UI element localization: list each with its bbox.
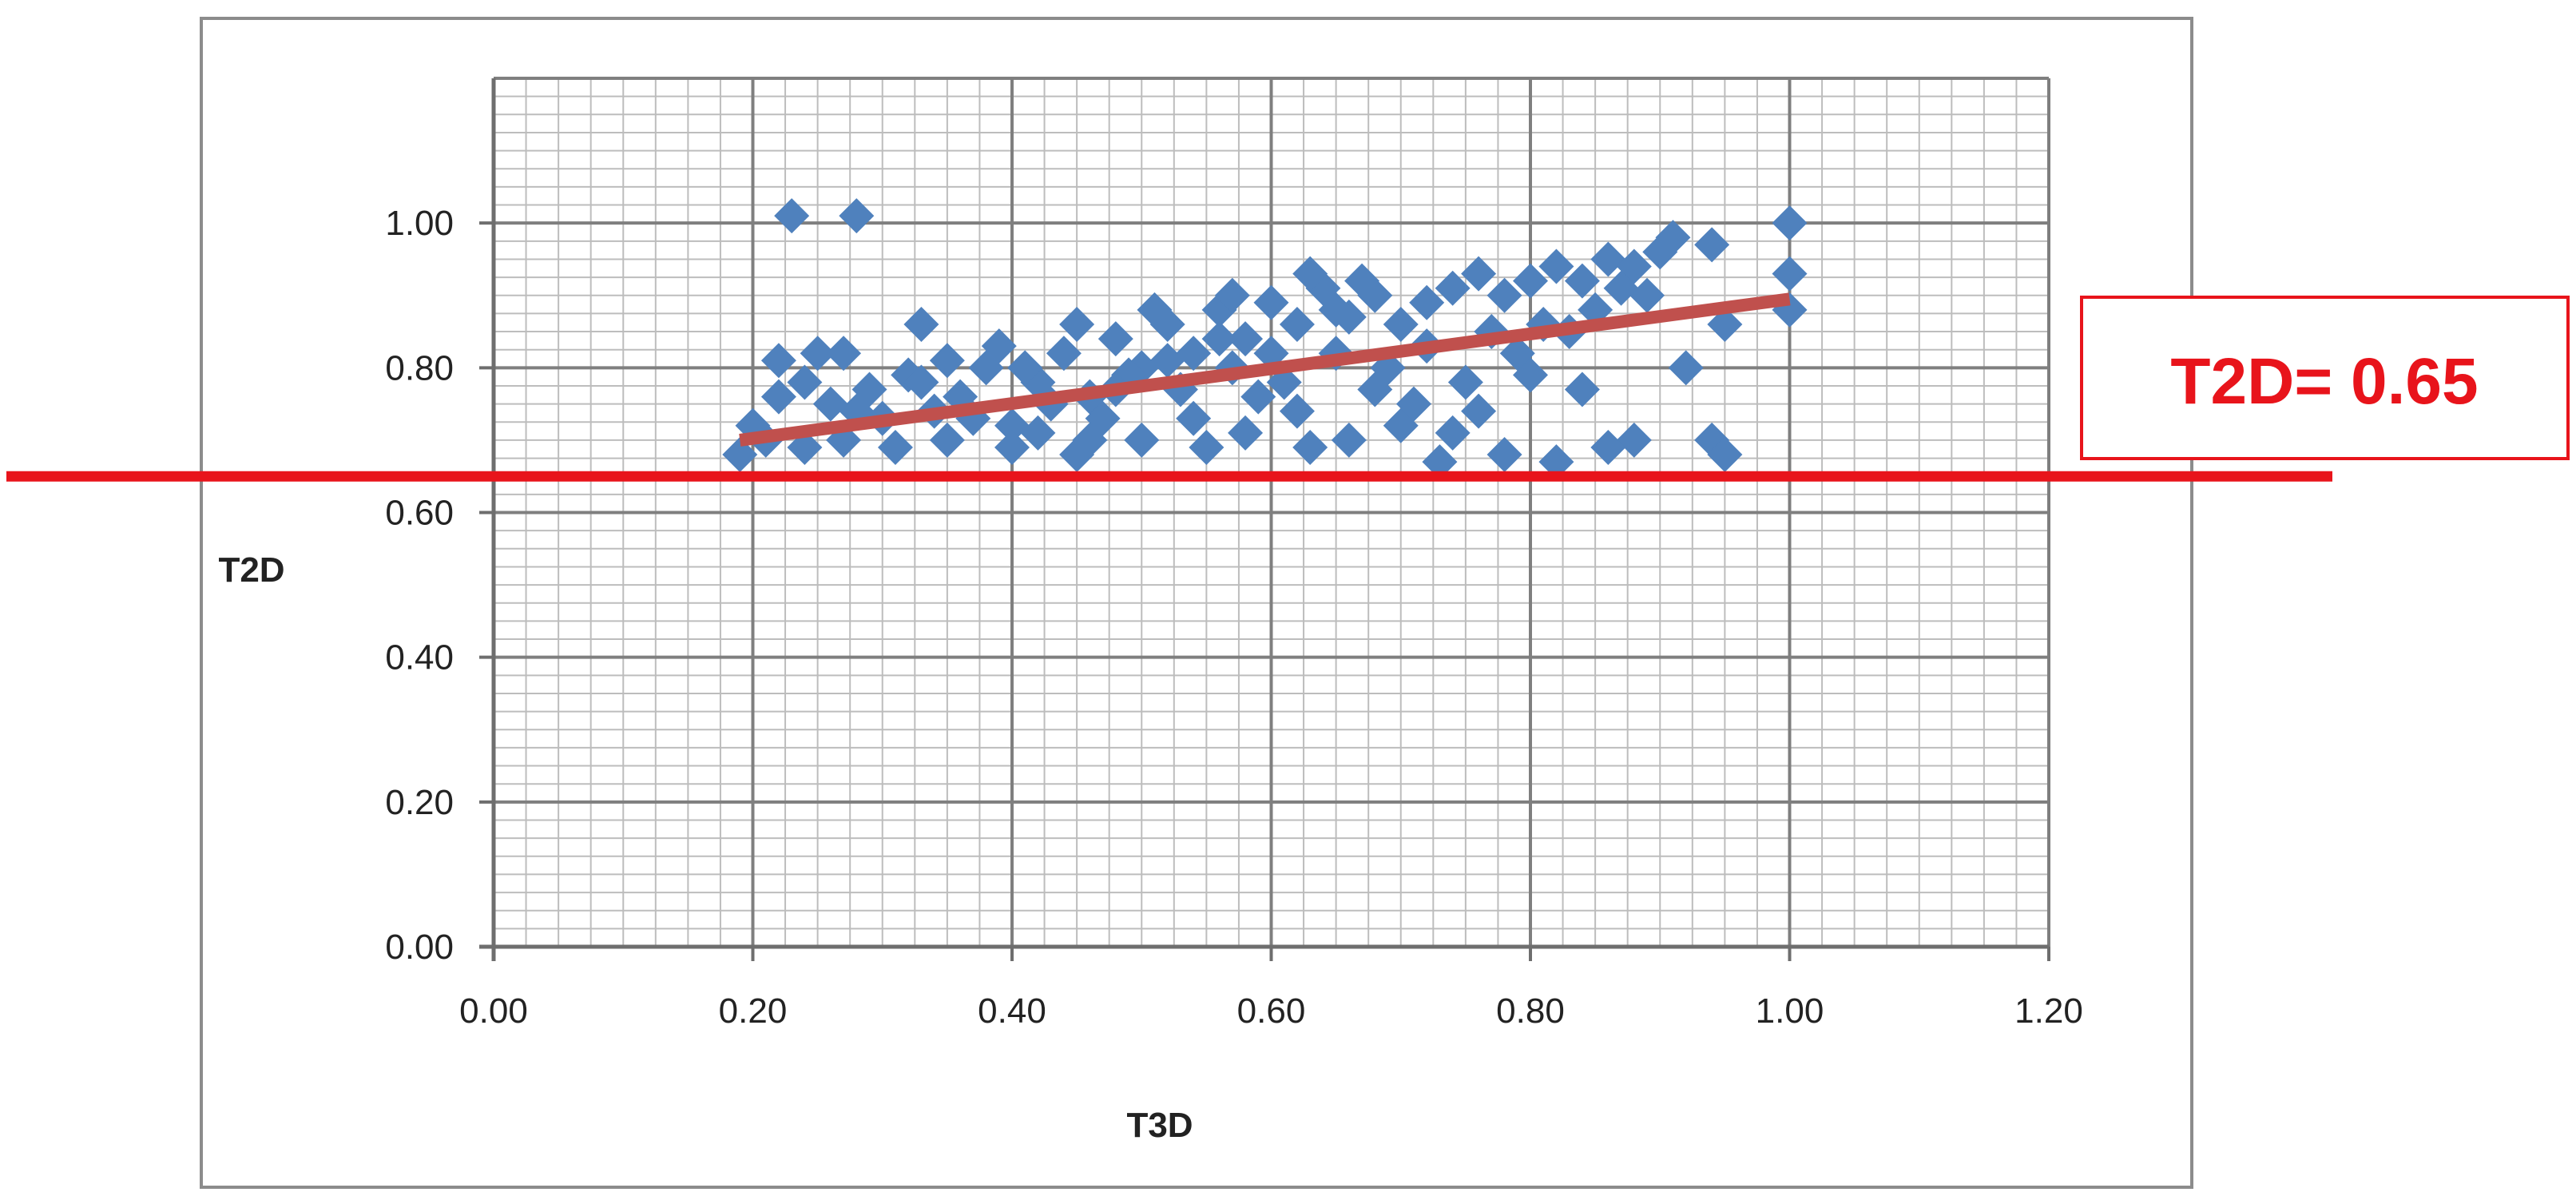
- data-point: [994, 407, 1030, 443]
- data-point: [903, 306, 939, 342]
- data-point: [1694, 227, 1730, 263]
- data-point: [994, 429, 1030, 465]
- data-point: [1772, 256, 1808, 292]
- data-point: [877, 429, 913, 465]
- data-point: [839, 198, 875, 234]
- data-point: [1228, 415, 1264, 451]
- x-tick-labels: 0.00 0.20 0.40 0.60 0.80 1.00 1.20: [459, 991, 2083, 1031]
- data-point: [903, 364, 939, 400]
- data-point: [955, 400, 991, 436]
- data-point: [1538, 444, 1574, 480]
- y-tick-label: 0.80: [385, 348, 454, 387]
- data-point: [1240, 379, 1276, 415]
- data-point: [1357, 372, 1393, 407]
- threshold-label: T2D= 0.65: [2170, 345, 2478, 418]
- data-point: [929, 422, 965, 458]
- data-point: [787, 364, 823, 400]
- x-axis-title: T3D: [1126, 1106, 1193, 1145]
- data-point: [1603, 270, 1639, 306]
- data-point: [1668, 350, 1704, 386]
- y-tick-labels: 0.00 0.20 0.40 0.60 0.80 1.00: [385, 204, 454, 967]
- data-point: [1046, 336, 1082, 372]
- y-axis-title: T2D: [218, 550, 284, 590]
- y-tick-label: 0.60: [385, 494, 454, 533]
- data-point: [1590, 241, 1626, 277]
- data-point: [1253, 284, 1289, 320]
- data-point: [1486, 437, 1522, 473]
- data-point: [1176, 336, 1212, 372]
- data-point: [1486, 277, 1522, 313]
- data-point: [1447, 364, 1483, 400]
- data-point: [1279, 306, 1315, 342]
- x-tick-label: 1.00: [1756, 991, 1824, 1031]
- data-point: [1629, 277, 1665, 313]
- data-point: [1331, 422, 1367, 458]
- x-tick-label: 0.80: [1496, 991, 1565, 1031]
- data-point: [1201, 321, 1237, 357]
- data-point: [1538, 248, 1574, 284]
- data-point: [722, 437, 758, 473]
- data-point: [1395, 386, 1431, 422]
- gridlines: [492, 77, 2050, 948]
- x-tick-label: 0.40: [978, 991, 1046, 1031]
- x-tick-label: 1.20: [2014, 991, 2083, 1031]
- data-point: [1513, 263, 1548, 299]
- x-tick-label: 0.00: [459, 991, 528, 1031]
- data-point: [1422, 444, 1458, 480]
- data-point: [1564, 372, 1600, 407]
- trendline: [739, 292, 1791, 447]
- data-point: [1499, 336, 1535, 372]
- data-point: [1137, 292, 1173, 328]
- data-point: [1059, 306, 1095, 342]
- data-point: [1279, 393, 1315, 429]
- data-point: [1318, 292, 1354, 328]
- data-point: [1214, 277, 1250, 313]
- data-point: [1435, 415, 1471, 451]
- data-point: [1124, 422, 1160, 458]
- y-tick-label: 0.40: [385, 638, 454, 677]
- y-tick-label: 1.00: [385, 204, 454, 243]
- data-point: [1020, 415, 1056, 451]
- y-tick-label: 0.00: [385, 928, 454, 967]
- axes: [479, 78, 2050, 961]
- data-point: [826, 336, 862, 372]
- data-point: [760, 379, 796, 415]
- data-point: [1344, 263, 1380, 299]
- data-point: [760, 343, 796, 379]
- data-point: [1007, 350, 1043, 386]
- data-point: [1616, 422, 1652, 458]
- data-point: [1176, 400, 1212, 436]
- data-point: [1383, 306, 1419, 342]
- data-point: [981, 328, 1017, 364]
- data-point: [1292, 429, 1328, 465]
- y-tick-label: 0.20: [385, 783, 454, 822]
- data-point: [1772, 205, 1808, 241]
- data-point: [929, 343, 965, 379]
- data-point: [774, 198, 810, 234]
- data-point: [812, 386, 848, 422]
- data-point: [1097, 321, 1133, 357]
- data-point: [1435, 270, 1471, 306]
- data-point: [1149, 343, 1185, 379]
- data-point: [1189, 429, 1224, 465]
- data-point: [1655, 220, 1691, 256]
- data-point: [1461, 256, 1497, 292]
- x-tick-label: 0.60: [1237, 991, 1306, 1031]
- data-point: [1707, 437, 1743, 473]
- data-point: [1292, 256, 1328, 292]
- data-point: [1461, 393, 1497, 429]
- data-point: [1072, 422, 1108, 458]
- data-point: [800, 336, 836, 372]
- x-tick-label: 0.20: [719, 991, 788, 1031]
- data-point: [1228, 321, 1264, 357]
- threshold-label-box: [2080, 296, 2570, 460]
- data-point: [1409, 284, 1445, 320]
- data-point: [1590, 429, 1626, 465]
- data-point: [1564, 263, 1600, 299]
- data-point: [1707, 306, 1743, 342]
